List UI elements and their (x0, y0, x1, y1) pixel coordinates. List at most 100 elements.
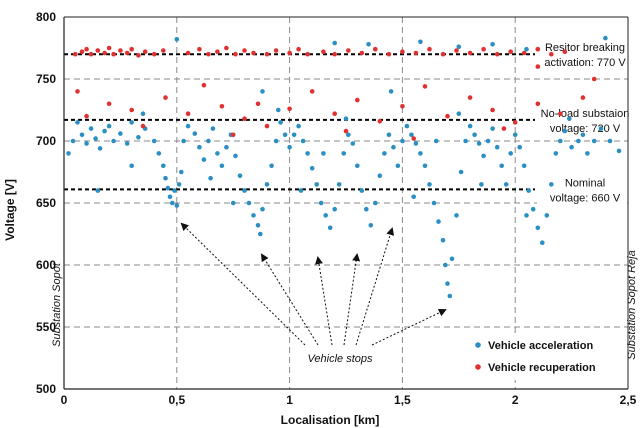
acceleration-point (512, 132, 518, 138)
acceleration-point (156, 151, 162, 156)
acceleration-point (215, 151, 220, 156)
acceleration-point (567, 116, 572, 121)
recuperation-point (129, 107, 134, 113)
recuperation-point (558, 111, 563, 116)
acceleration-point (535, 225, 541, 231)
recuperation-point (386, 51, 392, 57)
recuperation-point (79, 49, 85, 54)
recuperation-point (562, 49, 568, 54)
legend-label-acceleration: Vehicle acceleration (488, 340, 593, 352)
acceleration-point (400, 138, 405, 144)
acceleration-point (391, 144, 396, 150)
recuperation-point (111, 51, 116, 57)
recuperation-point (73, 51, 78, 57)
acceleration-point (237, 173, 243, 178)
acceleration-point (197, 144, 202, 150)
reference-label-line2: activation: 770 V (544, 57, 626, 69)
axes: 500 550 600 650 700 750 800 0 0,5 1 1,5 2 2,5 (36, 10, 637, 407)
acceleration-point (181, 138, 186, 144)
y-tick-label: 550 (36, 320, 56, 334)
vehicle-stop-arrow (371, 308, 447, 346)
acceleration-point (530, 206, 536, 212)
x-tick-label: 2,5 (620, 393, 637, 407)
recuperation-point (377, 118, 383, 124)
acceleration-point (558, 138, 563, 144)
acceleration-point (443, 262, 448, 268)
recuperation-point (233, 51, 238, 57)
acceleration-point (136, 135, 141, 140)
acceleration-point (258, 231, 263, 237)
acceleration-point (97, 146, 103, 151)
recuperation-point (422, 84, 428, 89)
recuperation-point (296, 46, 301, 52)
acceleration-point (364, 206, 369, 212)
acceleration-point (366, 42, 371, 47)
acceleration-point (260, 89, 265, 94)
acceleration-point (276, 107, 281, 113)
recuperation-point (124, 50, 130, 56)
y-tick-label: 700 (36, 134, 56, 148)
acceleration-point (458, 169, 464, 175)
acceleration-point (388, 89, 394, 94)
acceleration-point (490, 42, 495, 47)
acceleration-point (436, 219, 441, 224)
recuperation-point (373, 46, 378, 52)
acceleration-point (278, 120, 283, 125)
recuperation-point (151, 51, 157, 57)
acceleration-point (291, 132, 297, 138)
vehicle-stop-arrow (180, 222, 306, 346)
acceleration-point (79, 132, 85, 138)
acceleration-point (549, 182, 554, 187)
acceleration-point (449, 256, 455, 262)
acceleration-point (201, 157, 207, 162)
recuperation-point (264, 51, 270, 57)
acceleration-point (251, 213, 256, 218)
acceleration-point (490, 126, 495, 131)
recuperation-point (185, 111, 191, 116)
recuperation-point (332, 51, 338, 57)
legend-marker-acceleration (475, 342, 481, 348)
recuperation-point (321, 49, 326, 54)
recuperation-point (309, 89, 315, 94)
acceleration-point (300, 138, 306, 144)
acceleration-point (386, 132, 392, 138)
recuperation-point (535, 64, 541, 69)
recuperation-point (535, 101, 541, 107)
acceleration-point (192, 131, 198, 136)
acceleration-point (418, 39, 423, 45)
acceleration-point (524, 46, 529, 52)
recuperation-point (163, 95, 168, 100)
vehicle-stops-label: Vehicle stops (307, 353, 373, 365)
acceleration-point (230, 200, 236, 206)
recuperation-point (251, 50, 256, 56)
recuperation-point (440, 51, 446, 57)
recuperation-point (467, 50, 473, 56)
acceleration-point (479, 182, 484, 187)
acceleration-point (373, 200, 378, 206)
acceleration-point (591, 138, 597, 144)
recuperation-point (142, 49, 148, 54)
acceleration-point (603, 35, 608, 41)
recuperation-point (230, 132, 236, 138)
recuperation-point (102, 50, 107, 56)
acceleration-point (255, 223, 261, 228)
acceleration-point (179, 169, 184, 175)
recuperation-point (494, 51, 500, 57)
acceleration-point (95, 188, 101, 193)
recuperation-point (343, 128, 349, 134)
data-points (66, 35, 622, 299)
reference-label-line1: Resitor breaking (545, 42, 625, 54)
recuperation-point (224, 45, 229, 51)
acceleration-point (210, 126, 216, 131)
acceleration-point (485, 138, 491, 144)
acceleration-point (411, 194, 417, 200)
acceleration-point (233, 153, 238, 159)
recuperation-point (219, 104, 225, 109)
recuperation-point (400, 49, 405, 54)
acceleration-point (422, 163, 428, 169)
acceleration-point (433, 138, 439, 144)
recuperation-point (454, 48, 459, 53)
recuperation-point (136, 53, 141, 58)
legend: Vehicle acceleration Vehicle recuperatio… (468, 334, 618, 380)
recuperation-point (400, 104, 405, 109)
